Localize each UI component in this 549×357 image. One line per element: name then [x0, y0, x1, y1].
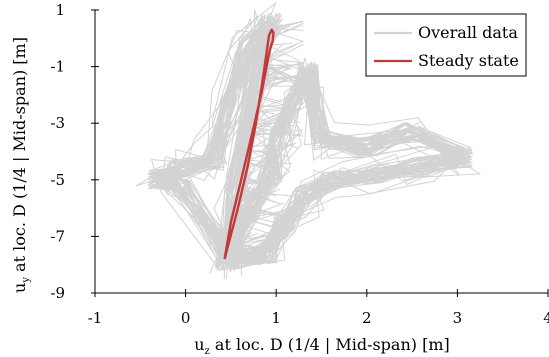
overall-data-line [168, 18, 473, 265]
overall-data-line [250, 132, 300, 149]
overall-data-line [230, 212, 279, 228]
y-tick-label: -7 [50, 227, 65, 245]
overall-data-line [255, 109, 298, 113]
y-tick-label: -9 [50, 284, 65, 302]
overall-data-line [244, 160, 284, 179]
overall-data-line [269, 45, 299, 61]
overall-data-line [256, 104, 302, 111]
overall-data-line [226, 246, 260, 251]
overall-data-line [266, 43, 298, 60]
y-axis-label: uy at loc. D (1/4 | Mid-span) [m] [10, 37, 32, 293]
overall-data-line [273, 28, 304, 31]
overall-data-line [232, 220, 253, 240]
overall-data-line [269, 42, 293, 46]
overall-data-line [156, 27, 467, 270]
overall-data-line [250, 125, 294, 134]
overall-data-line [267, 55, 304, 72]
overall-data-line [255, 106, 294, 111]
overall-data-line [250, 132, 280, 135]
overall-data-line [258, 95, 283, 103]
overall-data-line [235, 203, 278, 216]
overall-data-line [224, 250, 268, 256]
overall-data-line [252, 121, 301, 125]
overall-data-line [252, 123, 287, 131]
overall-data-line [272, 31, 304, 42]
overall-data-line [265, 43, 304, 64]
overall-data-line [231, 210, 283, 223]
overall-data-line [262, 76, 284, 79]
overall-data-line [260, 71, 304, 90]
overall-data-line [273, 20, 304, 28]
overall-data-line [228, 228, 251, 241]
overall-data-line [267, 40, 304, 57]
overall-data-line [261, 76, 298, 82]
overall-data-line [239, 188, 280, 205]
overall-data-line [223, 251, 240, 261]
overall-data-line [264, 62, 304, 72]
overall-data-line [234, 188, 281, 210]
overall-data-line [227, 241, 276, 251]
overall-data-line [168, 2, 481, 276]
overall-data-line [150, 30, 466, 264]
x-axis-label: uz at loc. D (1/4 | Mid-span) [m] [194, 335, 450, 357]
overall-data-series [135, 2, 481, 280]
overall-data-line [163, 24, 463, 270]
overall-data-line [235, 202, 287, 218]
x-tick-label: -1 [88, 309, 103, 327]
overall-data-line [148, 21, 460, 264]
legend-label-overall: Overall data [418, 23, 518, 42]
x-tick-label: 2 [362, 309, 372, 327]
overall-data-line [251, 117, 294, 130]
x-tick-label: 3 [453, 309, 463, 327]
steady-state-series [223, 28, 275, 260]
overall-data-line [244, 142, 297, 162]
overall-data-line [239, 170, 277, 188]
overall-data-line [156, 19, 473, 264]
overall-data-line [226, 236, 277, 247]
overall-data-line [259, 78, 288, 93]
overall-data-line [224, 256, 256, 261]
x-tick-label: 0 [181, 309, 191, 327]
legend: Overall data Steady state [365, 13, 527, 77]
y-tick-label: -5 [50, 171, 65, 189]
legend-label-steady: Steady state [418, 51, 519, 70]
overall-data-line [271, 24, 304, 38]
overall-data-line [265, 63, 304, 84]
overall-data-line [239, 184, 277, 197]
y-tick-label: 1 [55, 1, 65, 19]
overall-data-line [233, 212, 278, 224]
overall-data-line [255, 93, 299, 111]
steady-state-line [223, 28, 275, 260]
legend-box [365, 13, 527, 77]
overall-data-line [252, 114, 280, 124]
overall-data-line [226, 234, 265, 251]
overall-data-line [261, 67, 289, 86]
overall-data-line [234, 210, 278, 216]
overall-data-line [228, 236, 269, 258]
tick-labels: -1 0 1 2 3 4 -9 -7 -5 -3 -1 1 [50, 1, 549, 327]
overall-data-line [258, 96, 300, 111]
overall-data-line [252, 126, 301, 136]
overall-data-line [244, 163, 280, 167]
y-tick-label: -3 [50, 114, 65, 132]
axes [91, 9, 549, 297]
overall-data-line [245, 159, 293, 165]
x-tick-label: 1 [271, 309, 281, 327]
y-tick-label: -1 [50, 58, 65, 76]
x-tick-label: 4 [543, 309, 549, 327]
